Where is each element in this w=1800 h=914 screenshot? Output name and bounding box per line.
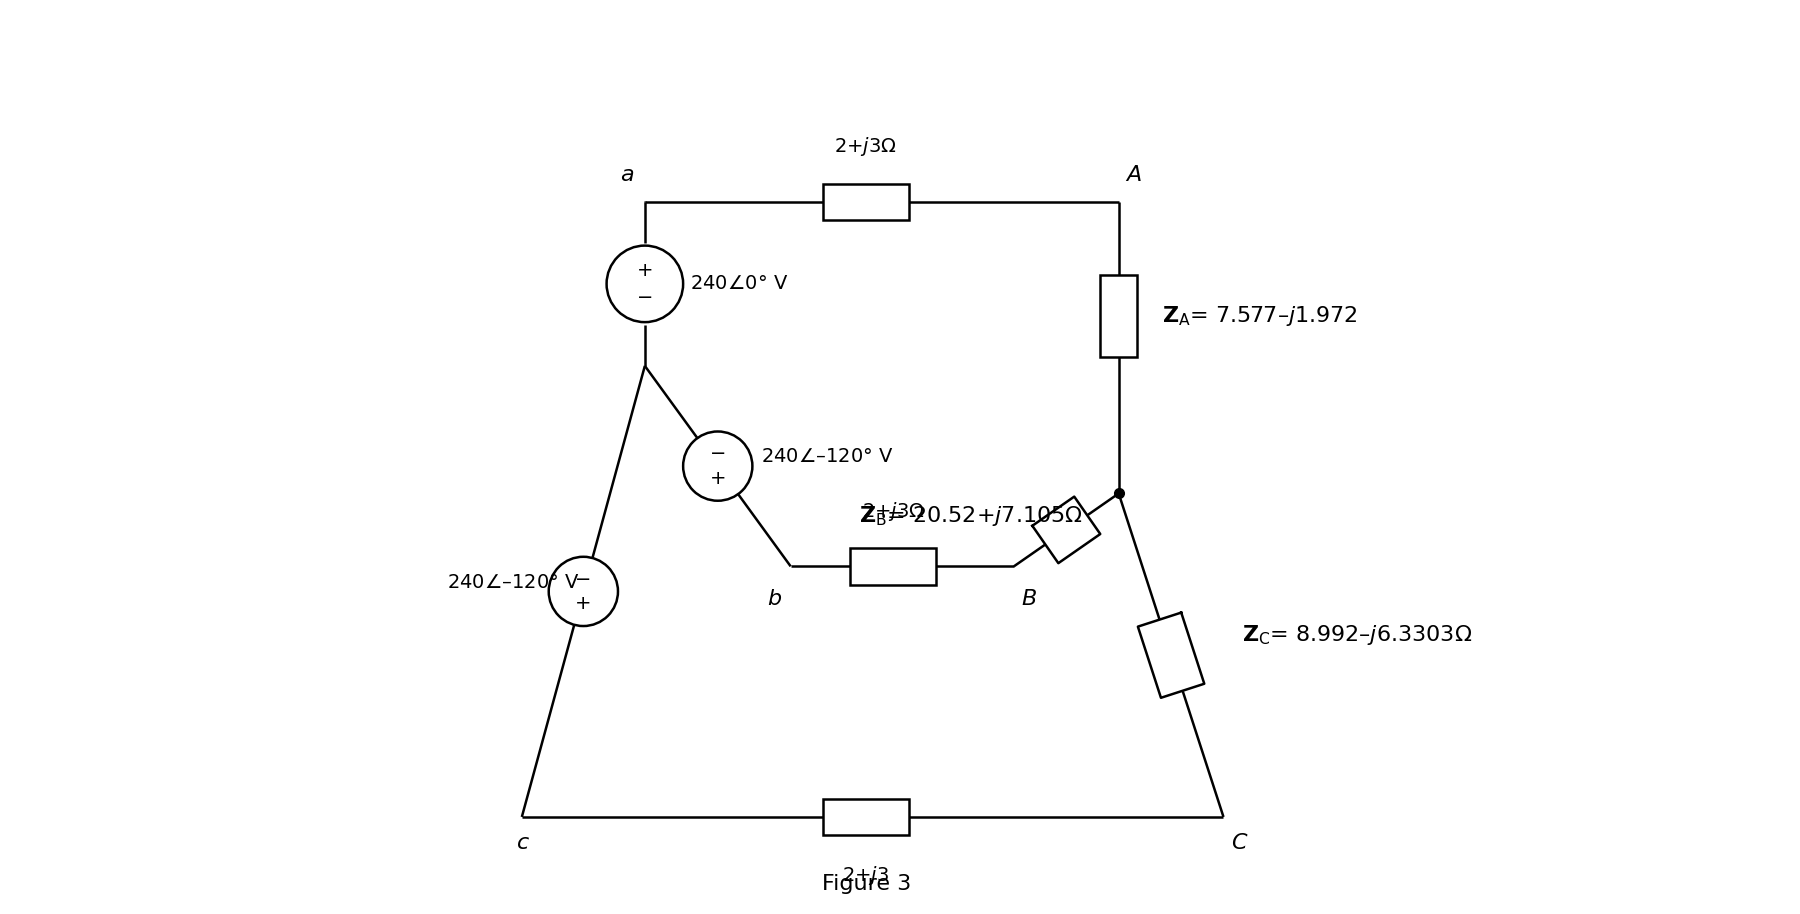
Text: 240$\angle$–120° V: 240$\angle$–120° V [761,448,895,466]
Text: $\mathbf{Z}_{\mathrm{C}}$= 8.992–$j$6.3303Ω: $\mathbf{Z}_{\mathrm{C}}$= 8.992–$j$6.33… [1242,622,1472,647]
Text: a: a [621,165,634,186]
Text: 2+$j$3Ω: 2+$j$3Ω [862,500,925,523]
Text: 240$\angle$0° V: 240$\angle$0° V [691,274,788,293]
Bar [1100,275,1138,356]
Bar [823,799,909,835]
Text: Figure 3: Figure 3 [821,875,911,895]
Text: B: B [1021,590,1037,609]
Text: c: c [517,834,529,854]
Text: $\mathbf{Z}_{\mathrm{B}}$= 20.52+$j$7.105Ω: $\mathbf{Z}_{\mathrm{B}}$= 20.52+$j$7.10… [859,505,1082,528]
Polygon shape [1138,612,1204,697]
Text: +: + [576,594,592,613]
Text: $\mathbf{Z}_{\mathrm{A}}$= 7.577–$j$1.972: $\mathbf{Z}_{\mathrm{A}}$= 7.577–$j$1.97… [1163,303,1359,328]
Circle shape [607,246,684,322]
Text: A: A [1127,165,1141,186]
Text: 240$\angle$–120° V: 240$\angle$–120° V [446,573,580,591]
Text: −: − [576,569,592,589]
Circle shape [549,557,617,626]
Polygon shape [1033,496,1100,563]
Bar [850,548,936,585]
Circle shape [684,431,752,501]
Text: 2+$j$3: 2+$j$3 [842,865,889,887]
Text: C: C [1231,834,1246,854]
Text: −: − [637,288,653,307]
Text: 2+$j$3Ω: 2+$j$3Ω [835,135,896,158]
Text: +: + [637,261,653,280]
Bar [823,184,909,220]
Text: b: b [767,590,781,609]
Text: −: − [709,444,725,463]
Text: +: + [709,469,725,488]
